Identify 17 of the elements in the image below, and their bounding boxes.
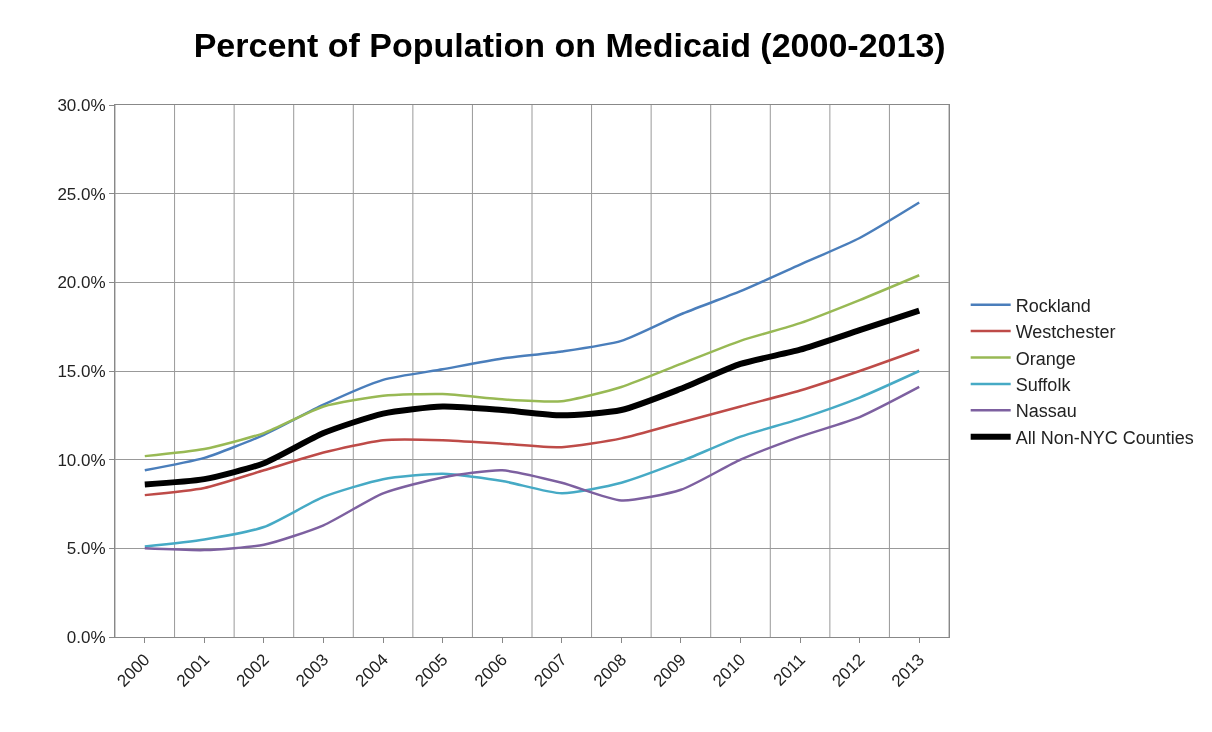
y-tick-label: 10.0% (57, 450, 106, 470)
line-series (143, 273, 921, 458)
legend-label: Westchester (1015, 322, 1116, 343)
legend-label: All Non-NYC Counties (1015, 427, 1194, 448)
line-series (143, 348, 921, 497)
legend-label: Suffolk (1015, 374, 1072, 395)
y-tick-label: 5.0% (66, 539, 106, 559)
y-tick-label: 15.0% (57, 361, 106, 381)
y-tick-label: 0.0% (66, 627, 106, 647)
chart-title: Percent of Population on Medicaid (2000-2013) (193, 25, 946, 64)
legend-label: Orange (1015, 348, 1076, 369)
y-tick-label: 30.0% (57, 95, 106, 115)
legend-label: Rockland (1015, 295, 1091, 316)
line-series (143, 201, 921, 472)
legend-label: Nassau (1015, 401, 1077, 422)
y-tick-label: 20.0% (57, 273, 106, 293)
y-tick-label: 25.0% (57, 184, 106, 204)
